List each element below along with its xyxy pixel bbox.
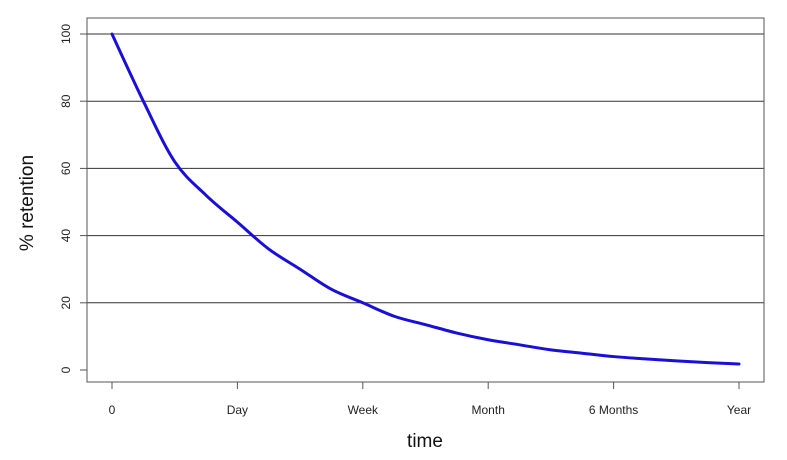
x-tick-label: Day (227, 403, 248, 417)
y-axis-title: % retention (17, 155, 38, 251)
x-tick-label: 0 (109, 403, 116, 417)
y-tick-label: 0 (59, 366, 73, 373)
x-tick-label: Month (472, 403, 505, 417)
plot-frame (86, 17, 765, 383)
y-tick-label: 40 (59, 229, 73, 243)
y-tick-label: 80 (59, 94, 73, 108)
retention-curve (110, 32, 741, 366)
gridlines (87, 33, 764, 304)
x-tick-label: 6 Months (589, 403, 638, 417)
y-tick-label: 100 (59, 24, 73, 44)
y-tick-label: 20 (59, 296, 73, 310)
y-axis: 0 20 40 60 80 100 (59, 24, 87, 373)
x-axis-title: time (407, 431, 443, 452)
x-axis: 0 Day Week Month 6 Months Year (109, 382, 751, 417)
series-layer (110, 32, 741, 366)
x-tick-label: Week (348, 403, 379, 417)
x-tick-label: Year (727, 403, 751, 417)
y-tick-label: 60 (59, 161, 73, 175)
